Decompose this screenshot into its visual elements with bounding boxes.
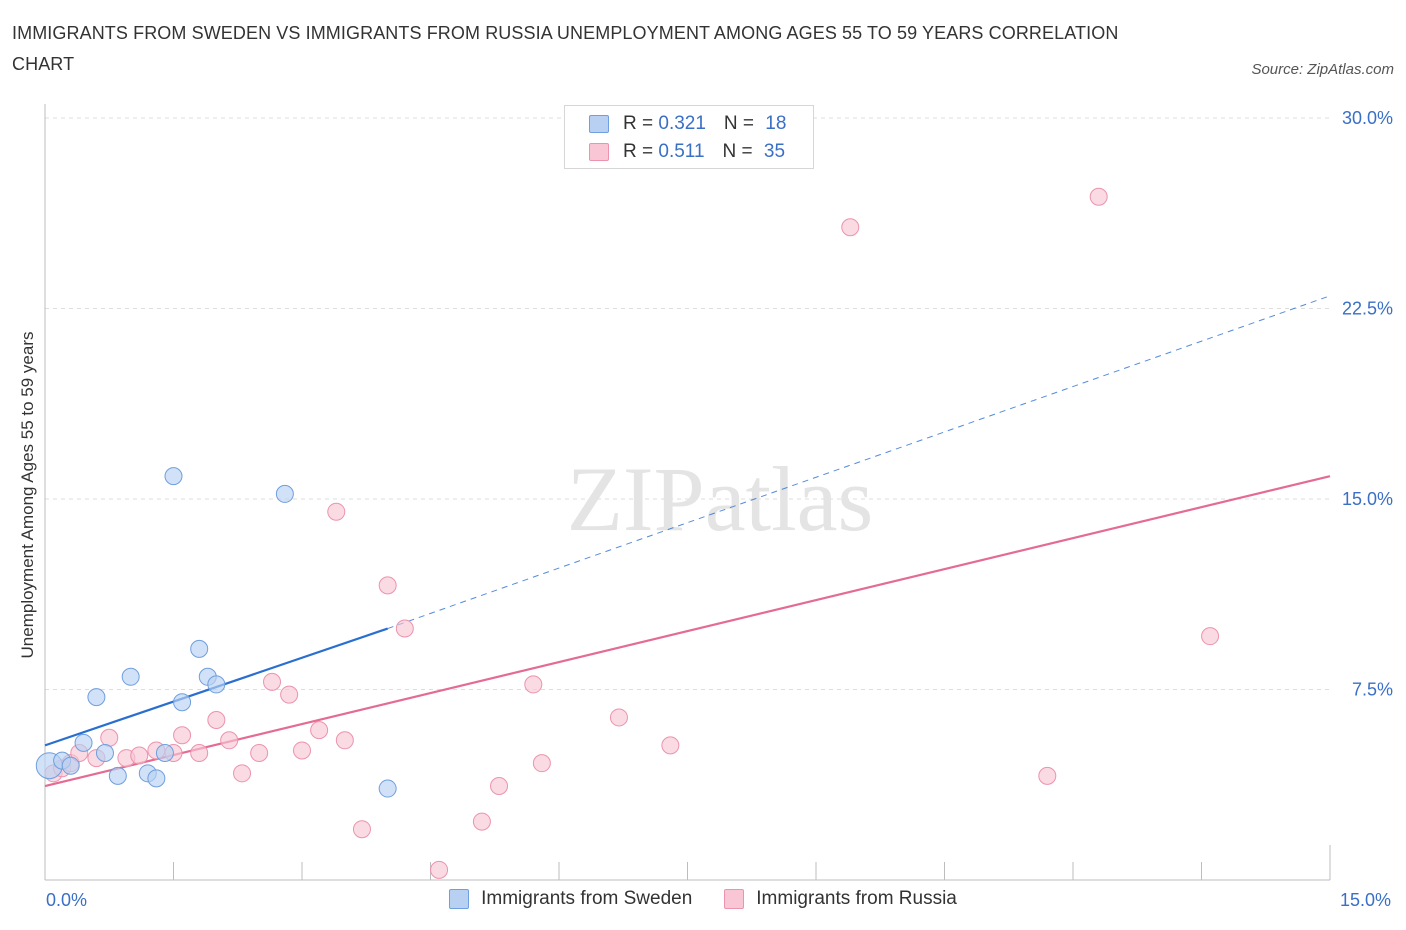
data-point-russia-13 [220,731,239,750]
legend-n-label: N = [723,113,760,134]
data-point-sweden-11 [164,467,183,486]
data-point-sweden-12 [173,693,192,712]
data-point-russia-24 [395,619,414,638]
data-point-russia-35 [1201,627,1220,646]
source-label: Source: ZipAtlas.com [1251,61,1394,78]
grid-lines [45,117,1330,690]
series-legend: Immigrants from Sweden Immigrants from R… [0,888,1406,910]
data-point-sweden-17 [378,779,397,798]
data-point-sweden-4 [87,688,106,707]
data-point-russia-18 [293,741,311,760]
chart-title: IMMIGRANTS FROM SWEDEN VS IMMIGRANTS FRO… [12,23,1119,74]
data-point-russia-21 [335,731,354,750]
data-point-russia-14 [233,764,252,783]
y-tick-label-0: 7.5% [1352,680,1393,700]
correlation-legend: R = 0.321 N = 18 R = 0.511 N = 35 [564,105,814,169]
data-point-sweden-2 [61,756,80,775]
legend-row-sweden: R = 0.321 N = 18 [589,111,786,137]
data-point-russia-34 [1089,187,1108,206]
data-point-russia-23 [378,576,397,595]
legend-swatch-sweden [589,115,609,133]
data-point-sweden-3 [74,733,93,752]
data-point-russia-16 [263,672,282,691]
data-point-russia-29 [532,754,551,773]
watermark: ZIPatlas [567,448,874,550]
series-label-sweden: Immigrants from Sweden [481,888,693,909]
data-point-russia-11 [190,744,209,762]
data-point-russia-20 [327,502,346,521]
y-tick-label-1: 15.0% [1342,489,1393,509]
axes [44,104,1331,881]
data-point-russia-26 [472,812,491,831]
data-point-russia-27 [490,777,509,796]
data-point-sweden-16 [275,484,294,503]
data-point-russia-15 [250,744,269,762]
data-point-russia-28 [524,675,543,694]
legend-r-value-sweden: 0.321 [658,113,706,134]
data-point-sweden-13 [190,639,209,658]
data-point-sweden-15 [207,675,226,694]
data-point-russia-33 [1038,766,1057,785]
data-point-russia-10 [173,726,192,745]
data-point-sweden-5 [95,744,114,762]
data-point-russia-25 [430,860,449,879]
legend-row-russia: R = 0.511 N = 35 [589,139,785,165]
trend-line-russia [44,475,1331,788]
series-legend-sweden: Immigrants from Sweden [449,888,692,910]
data-point-sweden-10 [155,744,174,762]
y-axis-label: Unemployment Among Ages 55 to 59 years [18,331,37,659]
y-tick-label-2: 22.5% [1342,299,1393,319]
series-swatch-russia [724,889,745,909]
data-point-russia-31 [661,736,680,755]
data-point-russia-22 [352,820,371,839]
series-swatch-sweden [449,889,470,909]
data-point-sweden-7 [121,667,140,686]
data-point-russia-17 [280,685,299,704]
x-tick-label-min: 0.0% [46,890,88,910]
data-point-russia-19 [310,721,329,740]
y-tick-labels: 7.5% 15.0% 22.5% 30.0% [1342,108,1393,700]
data-point-sweden-6 [108,766,127,785]
legend-n-value-sweden: 18 [765,113,787,134]
data-point-russia-12 [207,710,226,729]
series-label-russia: Immigrants from Russia [756,888,957,909]
series-legend-russia: Immigrants from Russia [724,888,957,910]
legend-swatch-russia [589,143,609,161]
legend-n-value-russia: 35 [763,141,786,162]
data-points [35,187,1220,879]
data-point-sweden-9 [147,769,166,788]
legend-r-label: R = [623,141,659,162]
data-point-russia-5 [100,728,119,747]
data-point-russia-30 [609,708,628,727]
legend-n-label: N = [722,141,758,162]
trend-line-sweden-extension [387,295,1331,630]
x-tick-label-max: 15.0% [1340,890,1392,910]
legend-r-label: R = [623,113,659,134]
y-tick-label-3: 30.0% [1342,108,1393,128]
data-point-russia-32 [841,218,860,237]
legend-r-value-russia: 0.511 [658,141,705,162]
data-point-russia-7 [130,746,149,765]
